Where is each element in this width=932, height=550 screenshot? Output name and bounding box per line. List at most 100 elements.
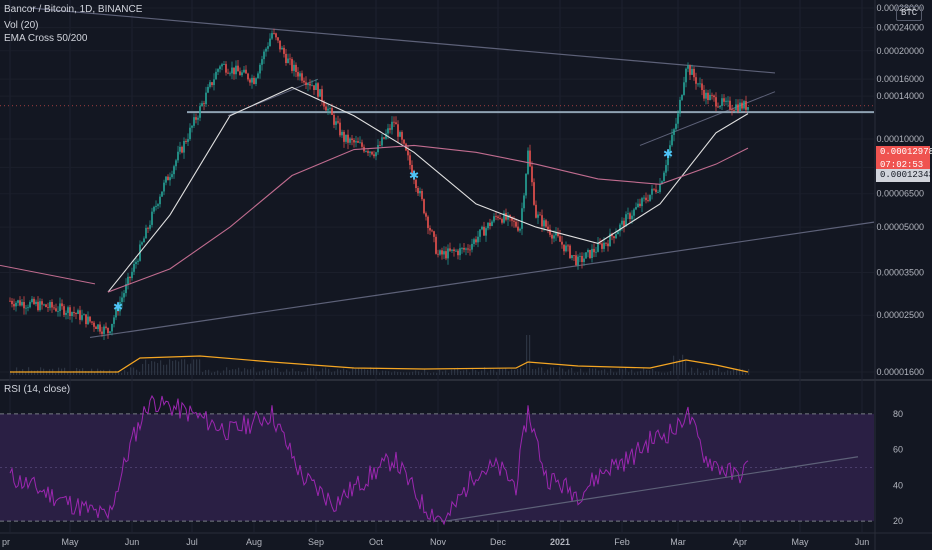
volume-bar [157,363,159,375]
candle-body [573,255,575,256]
candle-body [373,154,375,157]
volume-bar [487,372,489,375]
candle-body [73,312,75,313]
volume-bar [658,371,660,375]
candle-body [9,300,11,302]
volume-bar [226,367,228,375]
volume-bar [562,368,564,375]
candle-body [87,316,89,325]
candle-body [651,188,653,195]
volume-bar [685,360,687,375]
candle-body [251,77,253,83]
candle-body [237,65,239,72]
rsi-legend[interactable]: RSI (14, close) [4,384,71,395]
volume-group [10,335,750,375]
candle-body [65,312,67,315]
candle-body [631,215,633,220]
candle-body [587,249,589,253]
candle-body [49,302,51,308]
volume-bar [118,371,120,375]
time-tick-label: Oct [369,537,384,547]
volume-bar [247,369,249,375]
volume-bar [565,371,567,375]
candle-body [517,226,519,231]
candle-body [715,97,717,107]
candle-body [541,215,543,227]
volume-bar [280,372,282,375]
candle-body [667,153,669,166]
volume-bar [328,368,330,375]
price-tick-label: 0.00005000 [876,222,924,232]
price-tick-label: 0.00024000 [876,23,924,33]
volume-bar [187,364,189,375]
candle-body [721,98,723,106]
volume-bar [337,369,339,375]
rsi-tick-label: 60 [893,445,903,455]
candle-body [57,311,59,312]
candle-body [89,316,91,322]
volume-bar [508,371,510,375]
volume-bar [115,370,117,375]
candle-body [35,301,37,305]
volume-bar [142,363,144,375]
candle-body [737,104,739,112]
candle-body [125,283,127,294]
candle-body [163,182,165,192]
candle-body [559,236,561,242]
volume-bar [571,367,573,375]
price-tick-label: 0.00001600 [876,367,924,377]
candle-body [409,155,411,165]
volume-bar [469,372,471,375]
candle-body [707,92,709,101]
candle-body [689,65,691,75]
symbol-legend[interactable]: Bancor / Bitcoin, 1D, BINANCE [4,4,143,15]
volume-bar [454,368,456,375]
candle-body [297,72,299,77]
candle-body [507,215,509,220]
price-tick-label: 0.00002500 [876,310,924,320]
candle-body [77,310,79,314]
volume-bar [211,372,213,375]
volume-bar [190,363,192,375]
volume-bar [550,367,552,375]
volume-bar [28,367,30,375]
candle-body [655,189,657,193]
candle-body [191,125,193,128]
candle-body [39,301,41,311]
candle-body [395,122,397,125]
candle-body [175,160,177,167]
candle-body [227,72,229,74]
candle-body [361,142,363,147]
volume-bar [646,370,648,375]
candle-body [69,307,71,317]
candle-body [459,248,461,256]
time-tick-label: Apr [733,537,747,547]
candle-body [501,218,503,223]
volume-bar [169,359,171,375]
volume-bar [31,370,33,375]
volume-legend[interactable]: Vol (20) [4,20,39,31]
volume-bar [673,355,675,375]
price-tick-label: 0.00016000 [876,74,924,84]
candle-body [523,195,525,209]
candle-body [525,173,527,196]
volume-bar [661,372,663,375]
volume-bar [334,371,336,375]
volume-bar [151,361,153,375]
volume-bar [406,372,408,375]
candle-body [657,191,659,193]
currency-label[interactable]: BTC [896,6,923,21]
time-tick-label: Sep [308,537,324,547]
candle-body [147,227,149,229]
volume-bar [163,364,165,375]
candle-body [247,73,249,80]
candle-body [461,247,463,249]
ema-cross-legend[interactable]: EMA Cross 50/200 [4,33,88,44]
candle-body [639,203,641,207]
candle-body [377,145,379,153]
candle-body [193,117,195,126]
candle-body [581,255,583,262]
candle-body [171,174,173,178]
candle-body [601,243,603,249]
